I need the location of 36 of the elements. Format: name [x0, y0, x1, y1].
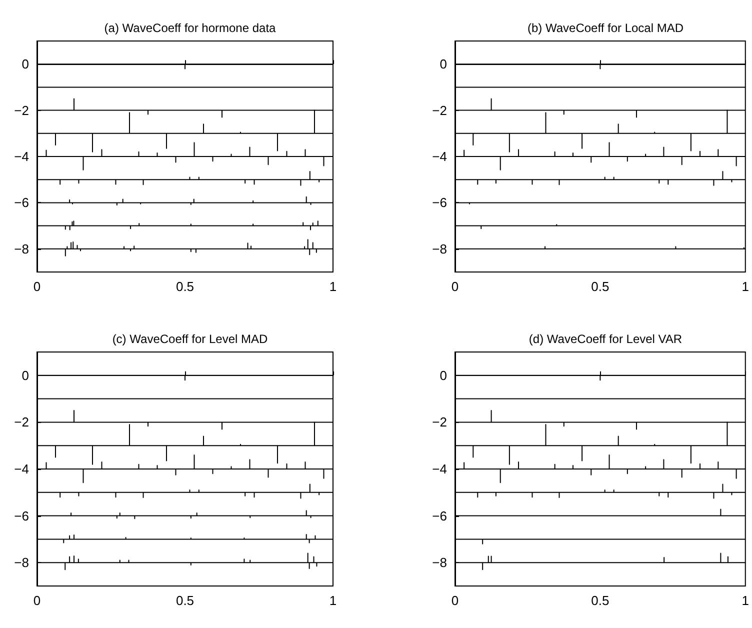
- y-tick-label: −8: [14, 241, 29, 256]
- y-tick-label: 0: [440, 368, 447, 383]
- chart-title: (c) WaveCoeff for Level MAD: [112, 332, 268, 346]
- y-tick-label: −6: [432, 195, 447, 210]
- y-tick-label: −2: [432, 102, 447, 118]
- x-tick-label: 0.5: [591, 593, 610, 608]
- x-tick-label: 0: [33, 593, 41, 608]
- y-tick-label: −4: [432, 462, 447, 476]
- x-tick-label: 0: [451, 593, 459, 608]
- x-tick-label: 0.5: [176, 279, 194, 294]
- y-tick-label: −2: [14, 102, 29, 118]
- y-tick-label: 0: [440, 56, 447, 72]
- y-tick-label: −8: [432, 555, 447, 570]
- x-tick-label: 1: [329, 279, 337, 294]
- y-tick-label: −4: [432, 149, 447, 164]
- y-tick-label: −8: [432, 241, 447, 256]
- x-tick-label: 0.5: [176, 593, 194, 608]
- x-tick-label: 0: [33, 279, 41, 294]
- x-tick-label: 1: [329, 593, 337, 608]
- chart-title: (d) WaveCoeff for Level VAR: [528, 332, 682, 346]
- x-tick-label: 0: [451, 279, 459, 294]
- x-tick-label: 1: [742, 593, 749, 608]
- y-tick-label: −8: [14, 555, 29, 570]
- x-tick-label: 1: [742, 279, 749, 294]
- y-tick-label: −6: [432, 508, 447, 524]
- x-tick-label: 0.5: [591, 279, 610, 294]
- y-tick-label: −6: [14, 195, 29, 210]
- y-tick-label: −6: [14, 508, 29, 524]
- y-tick-label: 0: [22, 56, 29, 72]
- y-tick-label: 0: [22, 368, 29, 383]
- y-tick-label: −4: [14, 462, 29, 476]
- chart-title: (b) WaveCoeff for Local MAD: [527, 21, 684, 35]
- y-tick-label: −4: [14, 149, 29, 164]
- y-tick-label: −2: [432, 414, 447, 430]
- chart-title: (a) WaveCoeff for hormone data: [104, 21, 276, 35]
- y-tick-label: −2: [14, 414, 29, 430]
